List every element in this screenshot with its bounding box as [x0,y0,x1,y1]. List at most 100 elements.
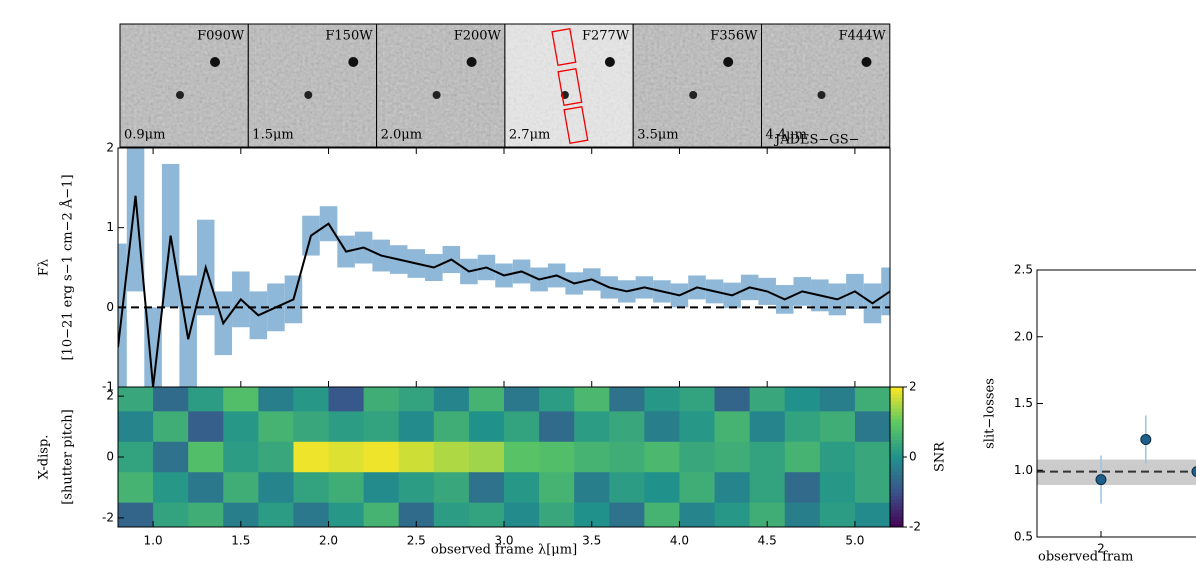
error-band [144,307,162,387]
y-tick-label: -2 [102,510,114,524]
heatmap-cell [714,502,751,527]
heatmap-cell [784,472,821,504]
colorbar-tick-label: 0 [909,450,917,464]
heatmap-cell [679,387,716,412]
heatmap-cell [714,387,751,412]
heatmap-cell [363,502,400,527]
colorbar-tick-label: -2 [909,520,921,534]
wavelength-label: 2.7μm [509,128,550,143]
heatmap-cell [188,387,224,412]
heatmap-cell [644,441,680,473]
y-tick-label: 2.5 [1014,263,1033,277]
colorbar-step [890,516,903,521]
heatmap-cell [258,441,294,473]
heatmap-cell [749,387,786,412]
heatmap-cell [398,472,435,504]
y-tick-label: 2 [106,389,114,403]
heatmap-cell [749,472,786,504]
colorbar-step [890,488,903,493]
colorbar-step [890,443,903,447]
colorbar-step [890,499,903,503]
heatmap-cell [574,502,610,527]
heatmap-cell [609,441,645,473]
heatmap-cell [539,441,575,473]
colorbar-step [890,450,903,454]
colorbar-step [890,495,903,500]
heatmap-cell [819,441,856,473]
error-band [126,148,145,292]
colorbar-step [890,425,903,430]
heatmap-cell [293,441,330,473]
filter-label: F277W [582,29,630,44]
colorbar-step [890,432,903,437]
colorbar-step [890,460,903,465]
heatmap-cell [188,502,224,527]
heatmap-cell [539,387,575,412]
heatmap-cell [258,411,294,443]
heatmap-cell [784,411,821,443]
source [304,91,313,99]
source [817,91,826,99]
x-axis-label: observed frame λ[μm] [431,543,577,558]
error-band [881,267,890,316]
y-tick-label: -1 [102,380,114,394]
heatmap-cell [574,387,610,412]
axes-frame [1036,269,1196,538]
wavelength-label: 2.0μm [381,128,422,143]
heatmap-cell [644,472,680,504]
x-tick-label: 4.5 [758,534,777,548]
wavelength-label: 1.5μm [252,128,293,143]
source [348,57,359,67]
heatmap-cell [328,502,365,527]
heatmap-cell [223,502,259,527]
heatmap-cell [293,411,330,443]
heatmap-cell [118,387,154,412]
heatmap-cell [153,472,189,504]
panel-title: JADES−GS− [773,133,860,148]
filter-label: F090W [197,29,245,44]
heatmap-cell [433,387,470,412]
error-band [179,275,197,387]
spectrum-line [118,195,890,387]
heatmap-cell [153,441,189,473]
colorbar-step [890,471,903,475]
heatmap-cell [679,472,716,504]
y-axis-label: slit−losses [983,378,998,449]
source [689,91,698,99]
heatmap-cell [223,441,259,473]
colorbar-step [890,523,903,528]
colorbar-step [890,453,903,458]
heatmap-cell [714,411,751,443]
heatmap-cell [714,441,751,473]
y-axis-label: [10−21 erg s−1 cm−2 Å−1] [60,174,76,360]
cutout-frame [761,23,891,148]
heatmap-cell [223,387,259,412]
heatmap-cell [258,472,294,504]
colorbar-step [890,520,903,524]
y-axis-label: X-disp. [37,435,52,480]
wavelength-label: 4.4μm [766,128,807,143]
colorbar-step [890,408,903,412]
heatmap-cell [153,387,189,412]
cutout-noise [504,24,634,147]
colorbar-step [890,397,903,402]
colorbar-step [890,457,903,461]
heatmap-cell [819,502,856,527]
heatmap-cell [433,502,470,527]
point [1140,434,1152,446]
colorbar-step [890,429,903,433]
slit-shutter [557,67,583,107]
heatmap-cell [188,472,224,504]
heatmap-cell [398,441,435,473]
heatmap-cell [398,502,435,527]
y-tick-label: 1.0 [1014,463,1033,477]
heatmap-cell [188,411,224,443]
colorbar-step [890,394,903,398]
colorbar-tick-label: 2 [909,380,917,394]
heatmap-cell [539,411,575,443]
colorbar-step [890,415,903,419]
colorbar-step [890,509,903,514]
spectrum-plot [118,148,890,387]
cutout-noise [120,24,249,147]
wavelength-label: 0.9μm [124,128,165,143]
